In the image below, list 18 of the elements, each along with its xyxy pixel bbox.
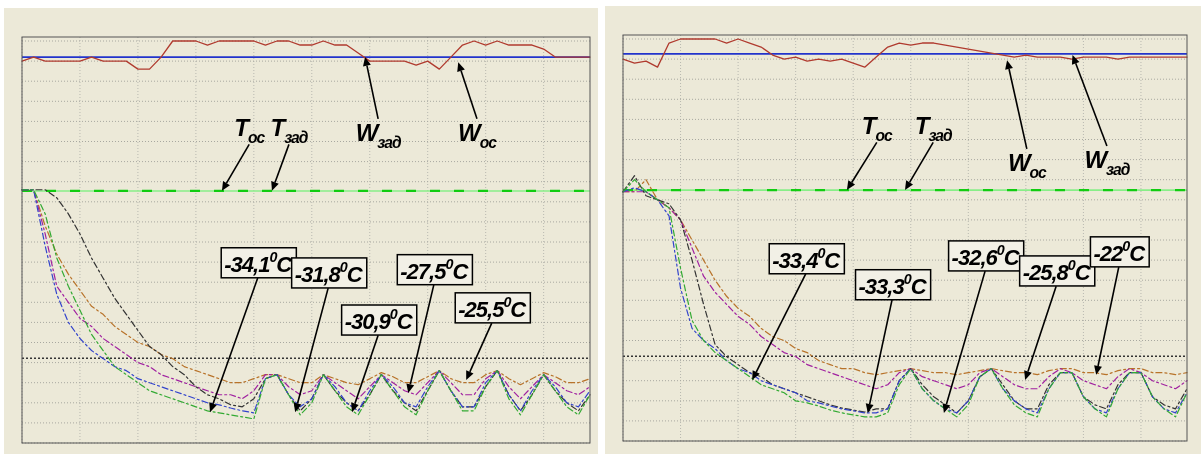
- annotation: -33,4$^{0}$C: [772, 244, 842, 273]
- annotation: W$_{зад}$: [355, 119, 402, 151]
- annotation: -30,9$^{0}$C: [344, 306, 414, 335]
- annotation: -33,3$^{0}$C: [858, 270, 928, 299]
- annotation: W$_{зад}$: [1084, 146, 1131, 178]
- annotation: T$_{ос}$: [861, 112, 894, 145]
- annotation: W$_{ос}$: [458, 119, 498, 151]
- annotation: -34,1$^{0}$C: [224, 248, 294, 277]
- annotation: -25,5$^{0}$C: [458, 293, 528, 322]
- annotation: T$_{зад}$: [914, 112, 954, 145]
- annotation: T$_{ос}$: [234, 114, 266, 147]
- annotation: -27,5$^{0}$C: [400, 255, 470, 284]
- annotation: -25,8$^{0}$C: [1022, 256, 1092, 285]
- annotation: T$_{зад}$: [270, 114, 309, 147]
- annotation: -31,8$^{0}$C: [294, 258, 364, 287]
- annotation: -22$^{0}$C: [1093, 237, 1147, 266]
- annotation: W$_{ос}$: [1007, 149, 1048, 181]
- annotation: -32,6$^{0}$C: [951, 241, 1021, 270]
